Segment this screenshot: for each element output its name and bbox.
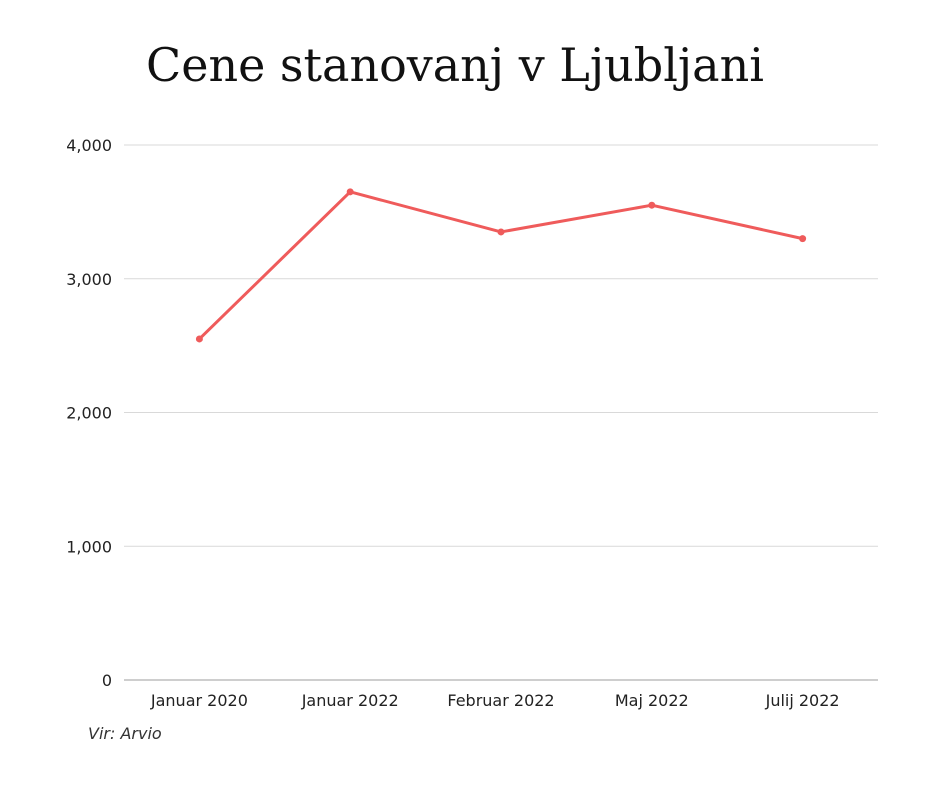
data-point: [346, 188, 354, 196]
y-tick-label: 2,000: [66, 404, 112, 423]
x-tick-label: Januar 2020: [150, 691, 248, 710]
axis-layer: 0 1,000 2,000 3,000 4,000 Januar 2020 Januar 2…: [66, 136, 839, 710]
source-note: Vir: Arvio: [88, 724, 162, 743]
data-point: [195, 335, 203, 343]
x-tick-label: Februar 2022: [447, 691, 554, 710]
x-tick-label: Januar 2022: [301, 691, 399, 710]
x-tick-label: Julij 2022: [765, 691, 840, 710]
series-layer: [195, 188, 807, 343]
x-tick-label: Maj 2022: [615, 691, 689, 710]
chart-title: Cene stanovanj v Ljubljani: [146, 38, 764, 92]
y-tick-label: 3,000: [66, 270, 112, 289]
data-point: [648, 201, 656, 209]
series-line: [197, 190, 805, 341]
data-point: [799, 235, 807, 243]
data-point: [497, 228, 505, 236]
grid-layer: [124, 144, 878, 681]
y-tick-label: 4,000: [66, 136, 112, 155]
y-tick-label: 0: [102, 671, 112, 690]
y-tick-label: 1,000: [66, 537, 112, 556]
